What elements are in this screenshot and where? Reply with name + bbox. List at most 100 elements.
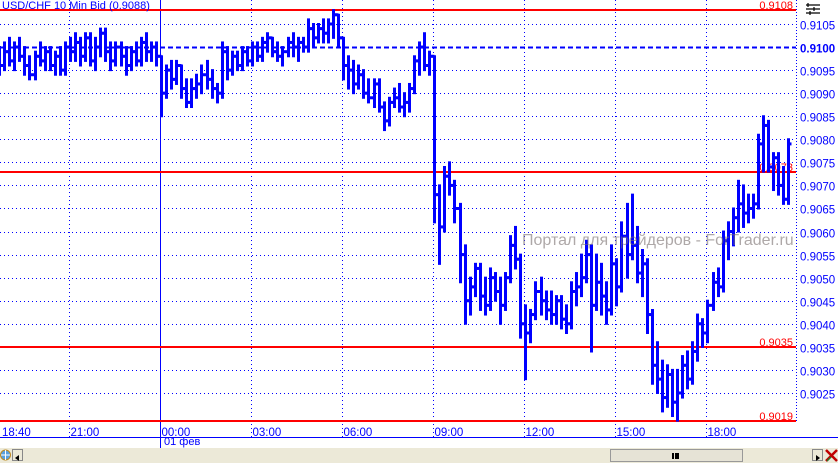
price-tick-label: 0.9100 [800, 44, 835, 56]
ohlc-bar [750, 193, 757, 219]
ohlc-bar [451, 179, 458, 224]
price-tick-label: 0.9080 [800, 136, 835, 148]
ohlc-bar [52, 50, 59, 76]
chart-properties-icon[interactable] [804, 2, 822, 16]
ohlc-bar [704, 299, 711, 344]
ohlc-bar [37, 41, 44, 67]
time-tick-label: 15:00 [617, 427, 646, 439]
ohlc-bar [355, 64, 362, 90]
ohlc-bar [467, 276, 474, 316]
ohlc-bar [244, 46, 251, 67]
price-tick-label: 0.9045 [800, 298, 835, 310]
ohlc-bar [0, 46, 3, 76]
ohlc-bar [274, 41, 281, 62]
time-tick-label: 21:00 [71, 427, 100, 439]
ohlc-bar [365, 78, 372, 104]
ohlc-bar [350, 59, 357, 95]
ohlc-bar [173, 59, 180, 85]
ohlc-bar [618, 221, 625, 293]
ohlc-bar [477, 262, 484, 311]
ohlc-bar [112, 41, 119, 67]
ohlc-bar [578, 253, 585, 298]
price-tick-label: 0.9105 [800, 21, 835, 33]
ohlc-bar [249, 41, 256, 67]
ohlc-bar [674, 368, 681, 422]
ohlc-bar [209, 69, 216, 99]
ohlc-bar [92, 36, 99, 72]
ohlc-bar [482, 276, 489, 316]
ohlc-bar [21, 46, 28, 76]
time-tick-label: 18:40 [2, 427, 31, 439]
time-tick-label: 06:00 [344, 427, 373, 439]
ohlc-bar [168, 59, 175, 90]
ohlc-bar [239, 46, 246, 72]
ohlc-bar [47, 46, 54, 72]
ohlc-bar [740, 184, 747, 228]
ohlc-bar [487, 267, 494, 311]
ohlc-bar [295, 36, 302, 62]
time-tick-label: 12:00 [526, 427, 555, 439]
ohlc-bar [229, 50, 236, 76]
ohlc-bar [684, 350, 691, 390]
ohlc-bar [107, 41, 114, 72]
time-tick-label: 00:00 [162, 427, 191, 439]
ohlc-bar [290, 32, 297, 58]
price-tick-label: 0.9025 [800, 390, 835, 402]
ohlc-bar [659, 359, 666, 413]
scroll-right-button[interactable] [812, 449, 823, 461]
price-tick-label: 0.9050 [800, 275, 835, 287]
level-label: 0.9035 [759, 337, 793, 349]
price-tick-label: 0.9070 [800, 182, 835, 194]
ohlc-bar [507, 235, 514, 284]
chart-title: USD/CHF 10 Min Bid (0.9088) [2, 0, 150, 12]
ohlc-bar [401, 92, 408, 118]
ohlc-bar [335, 13, 342, 49]
ohlc-bar [193, 73, 200, 99]
horizontal-scrollbar[interactable] [0, 448, 838, 463]
ohlc-bar [548, 290, 555, 325]
ohlc-bar [42, 46, 49, 72]
ohlc-bar [446, 161, 453, 196]
ohlc-bar [785, 138, 792, 205]
ohlc-bar [735, 179, 742, 233]
ohlc-bar [522, 304, 529, 381]
ohlc-bar [613, 258, 620, 307]
ohlc-bar [558, 295, 565, 330]
ohlc-bar [512, 225, 519, 270]
ohlc-bar [234, 50, 241, 72]
ohlc-bar [259, 36, 266, 62]
price-chart[interactable]: 0.9105 0.9100 0.9095 0.9090 0.9085 0.9080 0.90… [0, 0, 838, 448]
globe-icon[interactable] [0, 449, 11, 461]
ohlc-bar [16, 36, 23, 62]
close-x-icon[interactable] [825, 449, 838, 462]
ohlc-bar [345, 55, 352, 90]
price-tick-label: 0.9060 [800, 229, 835, 241]
time-tick-label: 18:00 [708, 427, 737, 439]
ohlc-bar [694, 313, 701, 362]
ohlc-bar [305, 18, 312, 53]
level-label: 0.9108 [759, 0, 793, 12]
ohlc-bar [644, 258, 651, 335]
ohlc-bar [639, 248, 646, 298]
ohlc-bar [568, 281, 575, 330]
ohlc-bar [679, 355, 686, 399]
time-tick-label: 09:00 [435, 427, 464, 439]
scroll-left-button[interactable] [12, 449, 23, 461]
ohlc-bar [310, 23, 317, 49]
ohlc-bar [264, 32, 271, 53]
scrollbar-thumb[interactable] [610, 449, 743, 462]
ohlc-bar [254, 41, 261, 62]
grip-icon [672, 453, 679, 459]
ohlc-bar [148, 41, 155, 62]
price-tick-label: 0.9090 [800, 90, 835, 102]
ohlc-bar [715, 267, 722, 298]
arrow-left-icon [15, 455, 19, 461]
ohlc-bar [153, 41, 160, 67]
ohlc-bar [497, 276, 504, 325]
ohlc-bar [543, 290, 550, 321]
ohlc-bar [517, 253, 524, 339]
ohlc-bar [538, 276, 545, 316]
price-tick-label: 0.9085 [800, 113, 835, 125]
ohlc-bar [188, 78, 195, 109]
price-tick-label: 0.9055 [800, 252, 835, 264]
